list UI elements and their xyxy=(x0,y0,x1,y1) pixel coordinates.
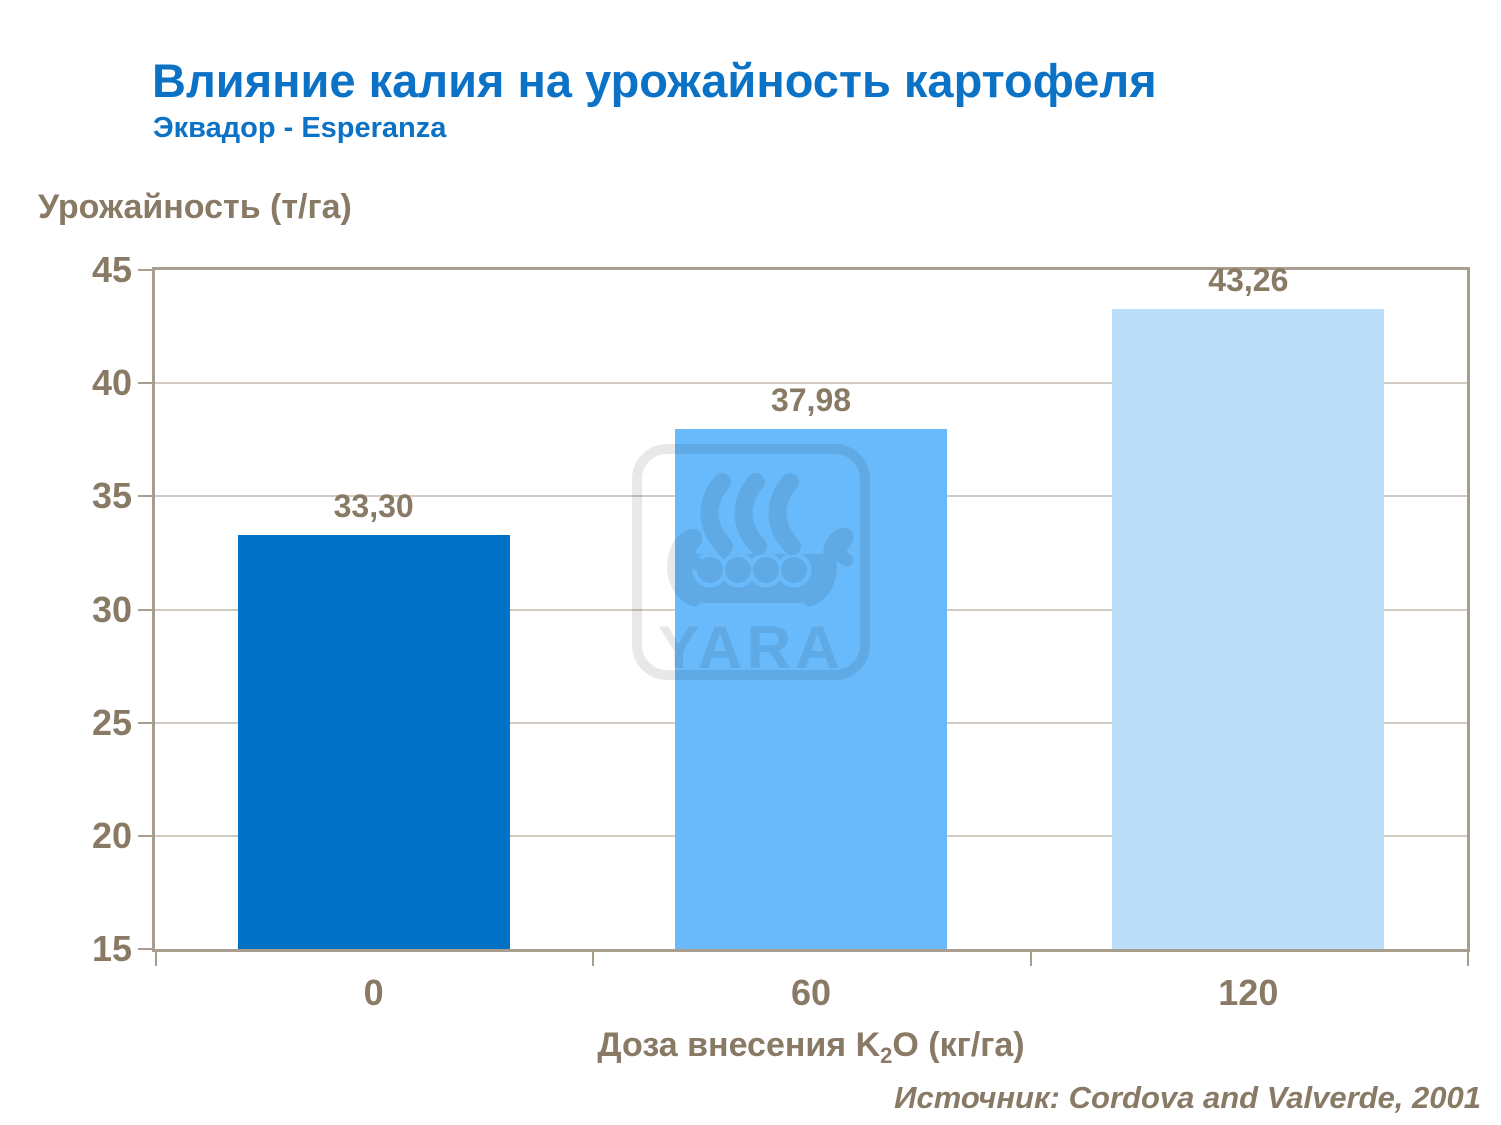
x-tick-1 xyxy=(592,952,595,966)
yara-logo-group: YARA xyxy=(632,444,870,681)
bar-0 xyxy=(237,534,510,949)
y-tick-label-35: 35 xyxy=(91,475,132,517)
gridline-40 xyxy=(155,382,1467,385)
bar-120 xyxy=(1112,309,1385,949)
chart-subtitle: Эквадор - Esperanza xyxy=(153,112,447,144)
x-tick-0 xyxy=(155,952,157,966)
ship-hull xyxy=(670,554,833,603)
viking-ship-icon xyxy=(667,473,854,607)
chart-title: Влияние калия на урожайность картофеля xyxy=(152,54,1157,107)
ship-shields xyxy=(697,557,807,583)
y-tick-label-30: 30 xyxy=(91,588,132,630)
y-axis-title: Урожайность (т/га) xyxy=(38,188,352,226)
bar-60 xyxy=(675,428,947,949)
bar-value-label-60: 37,98 xyxy=(770,381,852,418)
watermark-frame xyxy=(632,444,870,680)
x-axis-title: Доза внесения K2O (кг/га) xyxy=(411,1022,1211,1068)
yara-watermark: YARA xyxy=(632,444,870,681)
x-axis-title-prefix: Доза внесения K xyxy=(597,1026,881,1064)
y-tick-label-25: 25 xyxy=(91,701,132,743)
x-axis-title-suffix: O (кг/га) xyxy=(892,1026,1025,1064)
y-tick-label-20: 20 xyxy=(91,814,132,856)
x-tick-2 xyxy=(1029,952,1032,966)
y-tick-20 xyxy=(138,834,152,837)
bar-value-label-0: 33,30 xyxy=(333,487,414,524)
x-tick-label-120: 120 xyxy=(1218,972,1279,1013)
x-axis-title-subscript: 2 xyxy=(880,1043,893,1068)
x-tick-3 xyxy=(1467,952,1469,966)
y-tick-label-45: 45 xyxy=(91,249,132,290)
y-tick-40 xyxy=(138,382,152,385)
y-tick-25 xyxy=(138,721,152,724)
y-tick-15 xyxy=(138,948,152,950)
bar-value-label-120: 43,26 xyxy=(1208,262,1289,299)
source-citation: Источник: Cordova and Valverde, 2001 xyxy=(894,1080,1481,1115)
y-tick-label-40: 40 xyxy=(91,362,132,404)
yara-wordmark: YARA xyxy=(658,614,844,681)
y-tick-label-15: 15 xyxy=(91,928,132,969)
y-tick-30 xyxy=(138,608,152,611)
y-tick-35 xyxy=(138,495,152,498)
x-tick-label-0: 0 xyxy=(363,972,384,1013)
y-tick-45 xyxy=(138,269,152,271)
x-tick-label-60: 60 xyxy=(790,972,832,1013)
plot-area: YARA 33,30 37,98 43,26 xyxy=(152,262,1470,952)
